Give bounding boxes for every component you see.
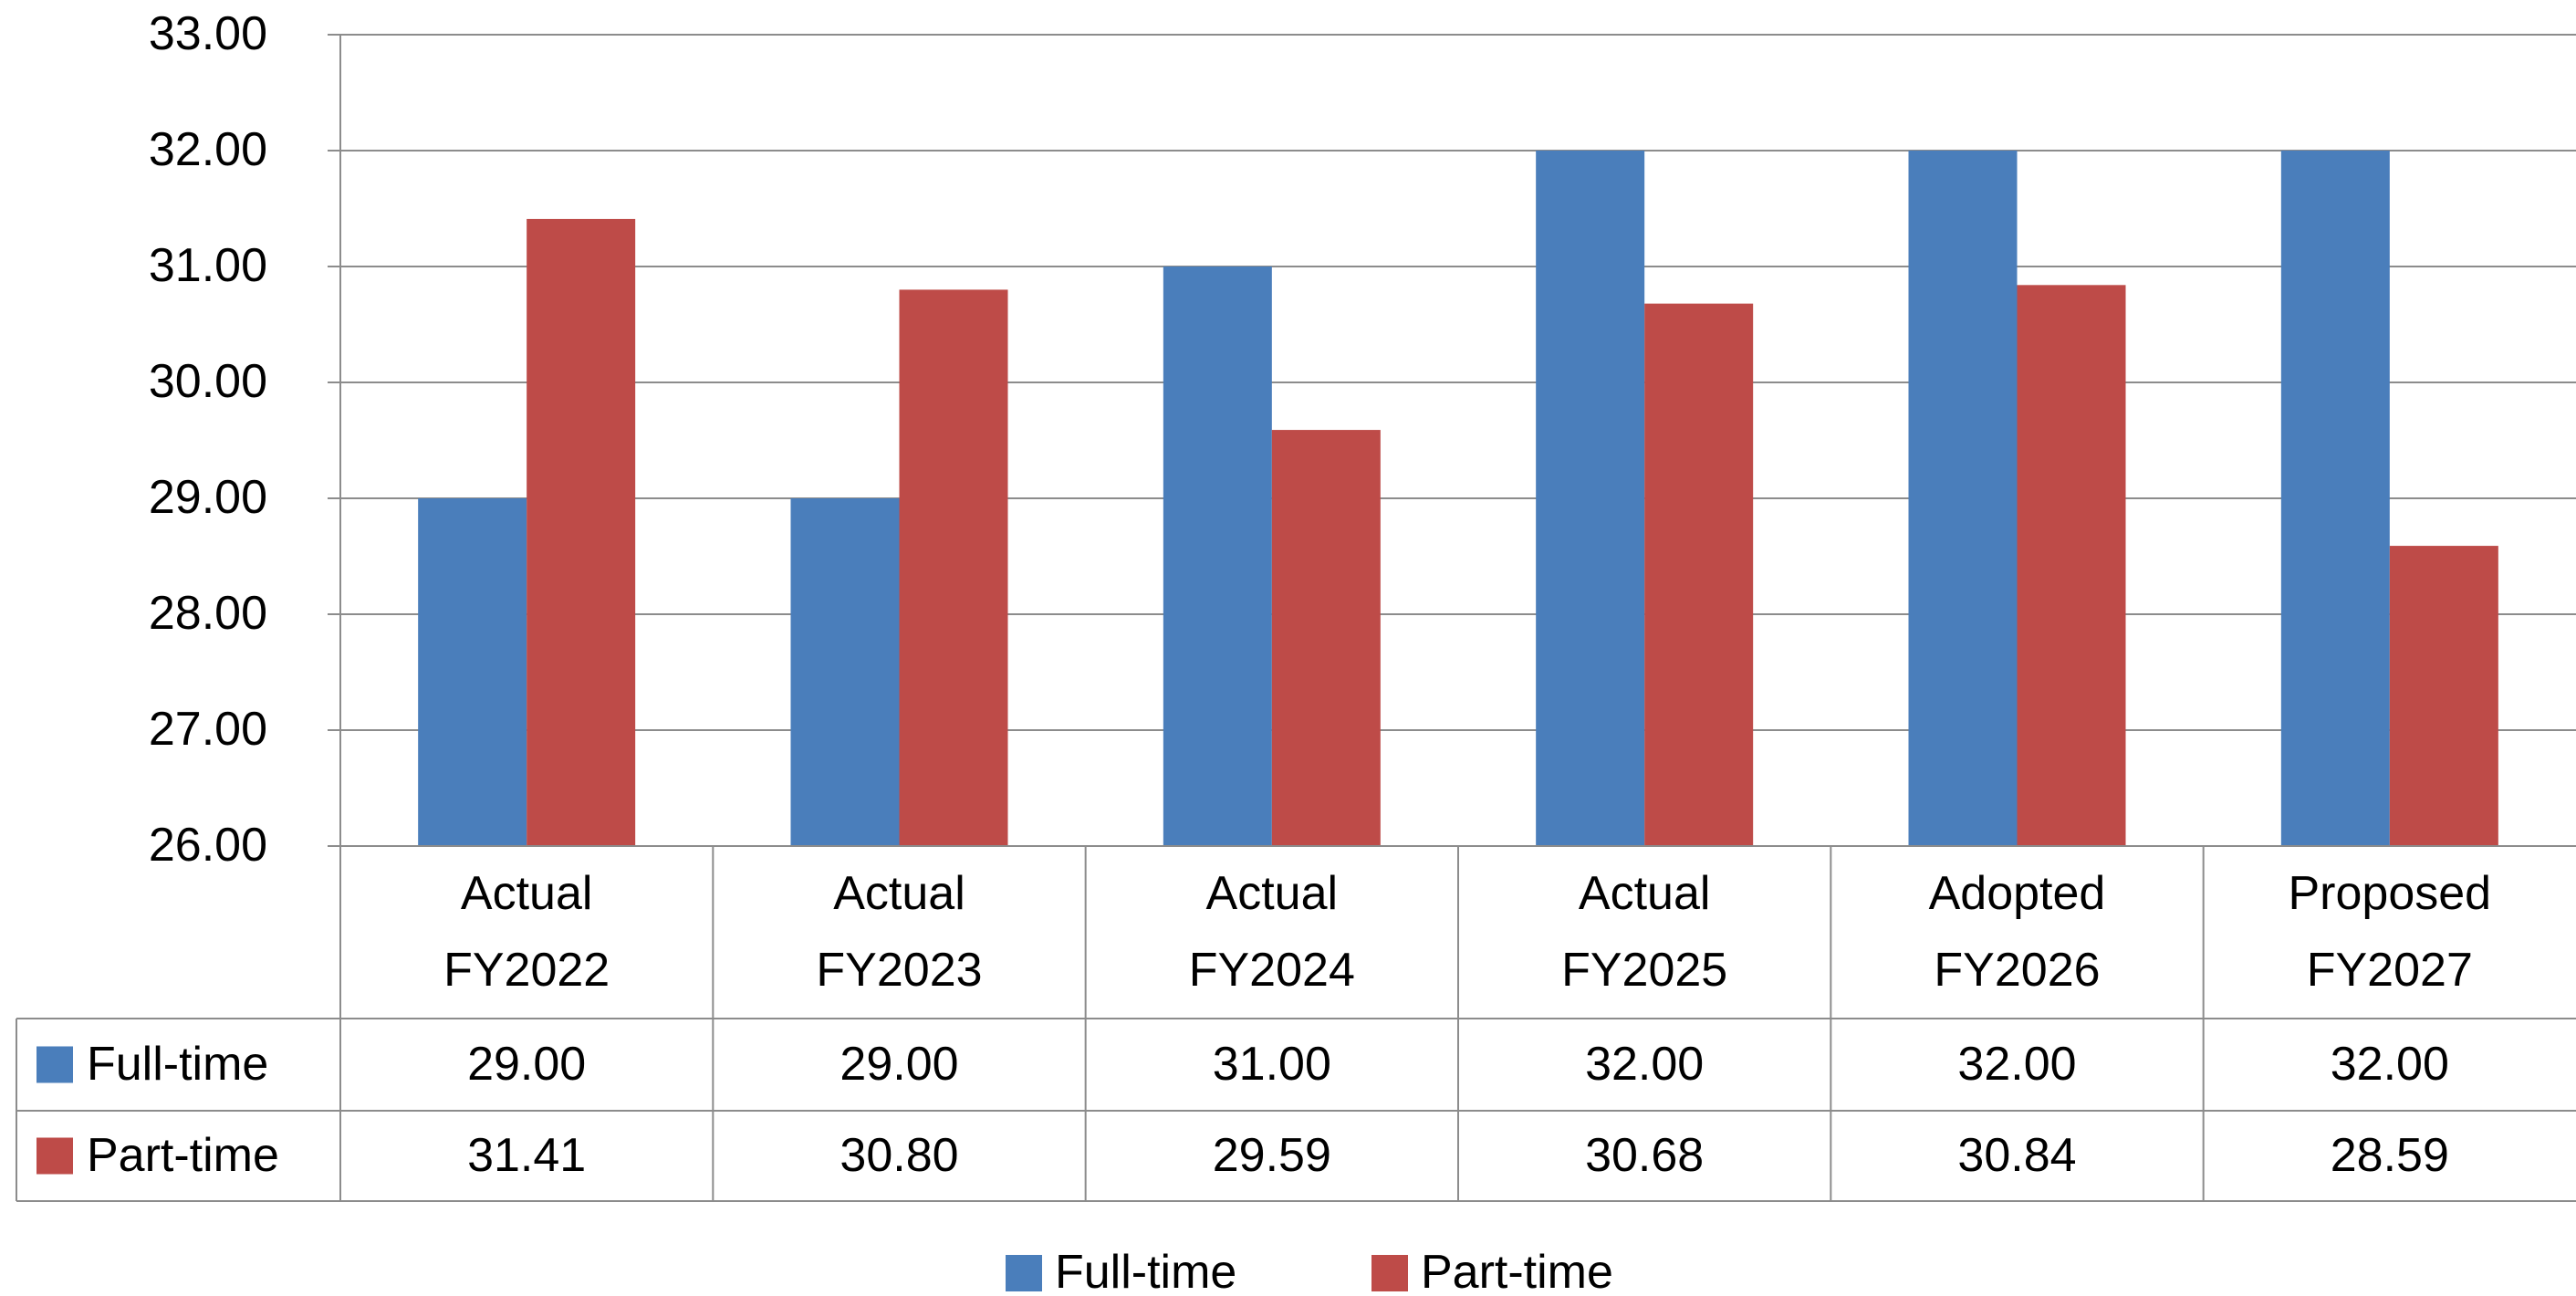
- bar: [1908, 151, 2018, 846]
- y-tick-label: 29.00: [0, 462, 267, 535]
- table-value: 30.80: [713, 1111, 1085, 1201]
- table-value-text: 29.00: [840, 1037, 959, 1091]
- x-tick-label: Actual FY2025: [1458, 846, 1830, 1019]
- x-tick-label: Actual FY2023: [713, 846, 1085, 1019]
- y-tick-label-text: 33.00: [148, 7, 267, 61]
- table-value: 31.00: [1086, 1019, 1458, 1111]
- bar: [790, 498, 900, 846]
- table-value-text: 32.00: [1957, 1037, 2077, 1091]
- legend-key: [1006, 1255, 1042, 1291]
- x-tick-label: Adopted FY2026: [1830, 846, 2203, 1019]
- table-value: 30.68: [1458, 1111, 1830, 1201]
- y-tick-label: 31.00: [0, 230, 267, 303]
- table-value-text: 30.84: [1957, 1128, 2077, 1182]
- table-value: 29.00: [340, 1019, 713, 1111]
- legend-key: [37, 1046, 73, 1083]
- bar: [1163, 267, 1272, 846]
- bar: [2389, 546, 2498, 846]
- legend-label: Part-time: [1421, 1237, 1731, 1296]
- table-value-text: 29.00: [467, 1037, 587, 1091]
- y-tick-label-text: 32.00: [148, 123, 267, 177]
- x-tick-label-text: Actual FY2025: [1561, 867, 1728, 997]
- table-value: 28.59: [2204, 1111, 2576, 1201]
- table-value-text: 29.59: [1212, 1128, 1331, 1182]
- bar: [1271, 430, 1381, 846]
- y-tick-label: 27.00: [0, 694, 267, 767]
- x-tick-label: Proposed FY2027: [2204, 846, 2576, 1019]
- row-header-text: Part-time: [87, 1128, 279, 1182]
- table-value: 30.84: [1830, 1111, 2203, 1201]
- row-header-text: Full-time: [87, 1037, 269, 1091]
- bar: [527, 218, 636, 846]
- table-value: 32.00: [1830, 1019, 2203, 1111]
- y-tick-label-text: 28.00: [148, 587, 267, 641]
- table-value: 29.00: [713, 1019, 1085, 1111]
- y-tick-label: 26.00: [0, 810, 267, 883]
- legend-key: [1371, 1255, 1408, 1291]
- y-tick-label: 33.00: [0, 0, 267, 71]
- x-tick-label-text: Actual FY2023: [816, 867, 983, 997]
- y-tick-label: 30.00: [0, 346, 267, 419]
- table-value-text: 32.00: [1585, 1037, 1705, 1091]
- table-value-text: 32.00: [2330, 1037, 2449, 1091]
- table-value-text: 31.41: [467, 1128, 587, 1182]
- x-tick-label: Actual FY2022: [340, 846, 713, 1019]
- table-value: 32.00: [1458, 1019, 1830, 1111]
- bar: [1644, 303, 1754, 846]
- y-tick-label-text: 29.00: [148, 471, 267, 525]
- table-value-text: 30.80: [840, 1128, 959, 1182]
- bar: [2017, 285, 2126, 846]
- table-value: 32.00: [2204, 1019, 2576, 1111]
- legend-label-text: Full-time: [1055, 1246, 1237, 1296]
- bar: [899, 289, 1008, 846]
- y-tick-label-text: 31.00: [148, 239, 267, 293]
- y-tick-label: 32.00: [0, 114, 267, 187]
- row-header: Full-time: [87, 1019, 340, 1111]
- table-value-text: 31.00: [1212, 1037, 1331, 1091]
- y-tick-label-text: 30.00: [148, 355, 267, 409]
- bar: [1536, 151, 1645, 846]
- x-tick-label-text: Actual FY2022: [443, 867, 610, 997]
- legend-label: Full-time: [1055, 1237, 1365, 1296]
- y-tick-label-text: 26.00: [148, 819, 267, 873]
- x-tick-label-text: Adopted FY2026: [1928, 867, 2106, 997]
- legend-label-text: Part-time: [1421, 1246, 1613, 1296]
- y-tick-label: 28.00: [0, 578, 267, 651]
- legend-key: [37, 1137, 73, 1175]
- table-value-text: 28.59: [2330, 1128, 2449, 1182]
- bar: [2280, 151, 2390, 846]
- x-tick-label: Actual FY2024: [1086, 846, 1458, 1019]
- y-tick-label-text: 27.00: [148, 703, 267, 757]
- table-value: 31.41: [340, 1111, 713, 1201]
- table-value-text: 30.68: [1585, 1128, 1705, 1182]
- x-tick-label-text: Actual FY2024: [1188, 867, 1355, 997]
- row-header: Part-time: [87, 1111, 340, 1201]
- bar: [418, 498, 527, 846]
- table-value: 29.59: [1086, 1111, 1458, 1201]
- x-tick-label-text: Proposed FY2027: [2288, 867, 2492, 997]
